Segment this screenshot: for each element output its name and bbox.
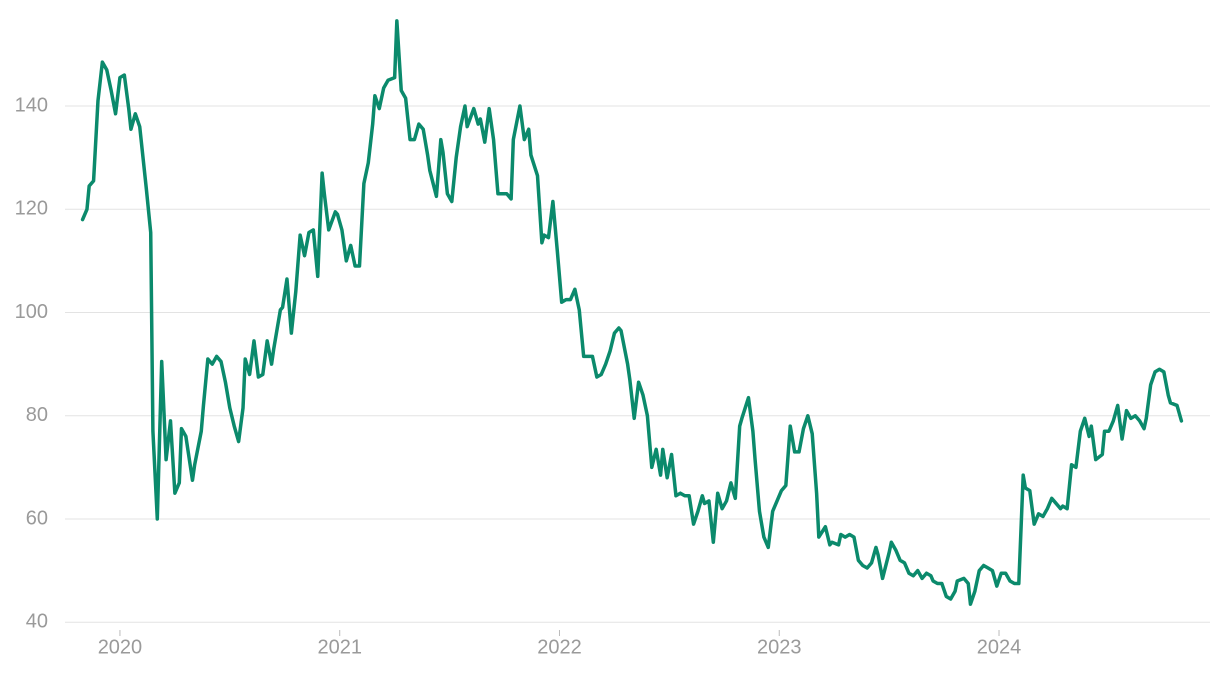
y-tick-label: 100	[15, 301, 48, 323]
x-tick-label: 2020	[98, 636, 143, 658]
x-tick-label: 2021	[317, 636, 362, 658]
x-tick-label: 2023	[757, 636, 802, 658]
y-tick-label: 40	[26, 611, 48, 633]
y-tick-label: 60	[26, 507, 48, 529]
y-tick-label: 140	[15, 94, 48, 116]
x-tick-label: 2022	[537, 636, 582, 658]
x-tick-label: 2024	[977, 636, 1022, 658]
data-line	[80, 19, 1184, 606]
y-tick-label: 80	[26, 404, 48, 426]
y-tick-label: 120	[15, 198, 48, 220]
